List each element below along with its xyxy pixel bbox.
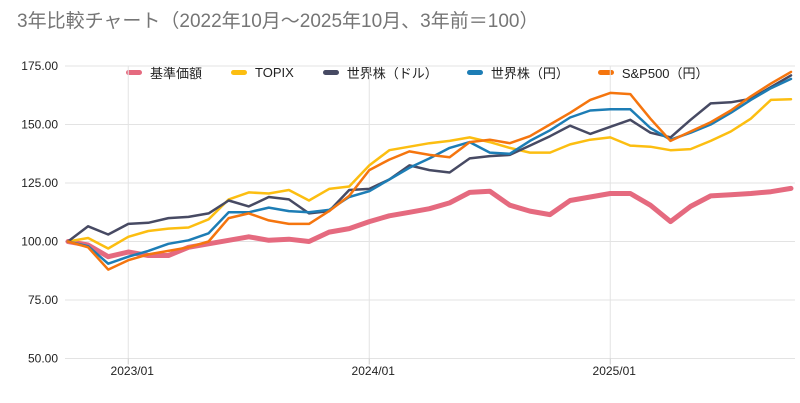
series-line-1 (65, 185, 794, 260)
y-axis-label: 50.00 (28, 352, 58, 366)
y-axis-label: 175.00 (21, 59, 58, 73)
y-axis-label: 75.00 (28, 293, 58, 307)
legend-swatch-icon (466, 69, 483, 75)
series-line-2 (66, 97, 793, 250)
legend-swatch-icon (322, 69, 339, 75)
y-axis-label: 150.00 (21, 118, 58, 132)
legend-label: S&P500（円） (621, 65, 709, 81)
y-axis-label: 125.00 (21, 176, 58, 190)
x-axis-label: 2023/01 (111, 364, 155, 378)
legend-item-4: 世界株（円） (466, 63, 569, 82)
legend-swatch-icon (597, 69, 614, 75)
legend-item-2: TOPIX (231, 65, 294, 80)
x-axis-label: 2025/01 (593, 364, 637, 378)
legend-label: 基準価額 (150, 65, 203, 81)
legend-swatch-icon (231, 69, 248, 75)
series-line-3 (66, 74, 793, 243)
chart-legend: 基準価額 TOPIX 世界株（ドル） 世界株（円） S&P500（円） (126, 63, 709, 82)
legend-item-1: 基準価額 (126, 63, 202, 82)
legend-label: 世界株（円） (490, 65, 569, 81)
legend-item-5: S&P500（円） (597, 63, 709, 82)
chart-title: 3年比較チャート（2022年10月～2025年10月、3年前＝100） (17, 11, 539, 32)
legend-label: TOPIX (255, 64, 294, 80)
x-axis-label: 2024/01 (352, 364, 396, 378)
legend-swatch-icon (126, 69, 142, 75)
series-line-5 (66, 70, 793, 271)
y-axis-label: 100.00 (21, 235, 58, 249)
